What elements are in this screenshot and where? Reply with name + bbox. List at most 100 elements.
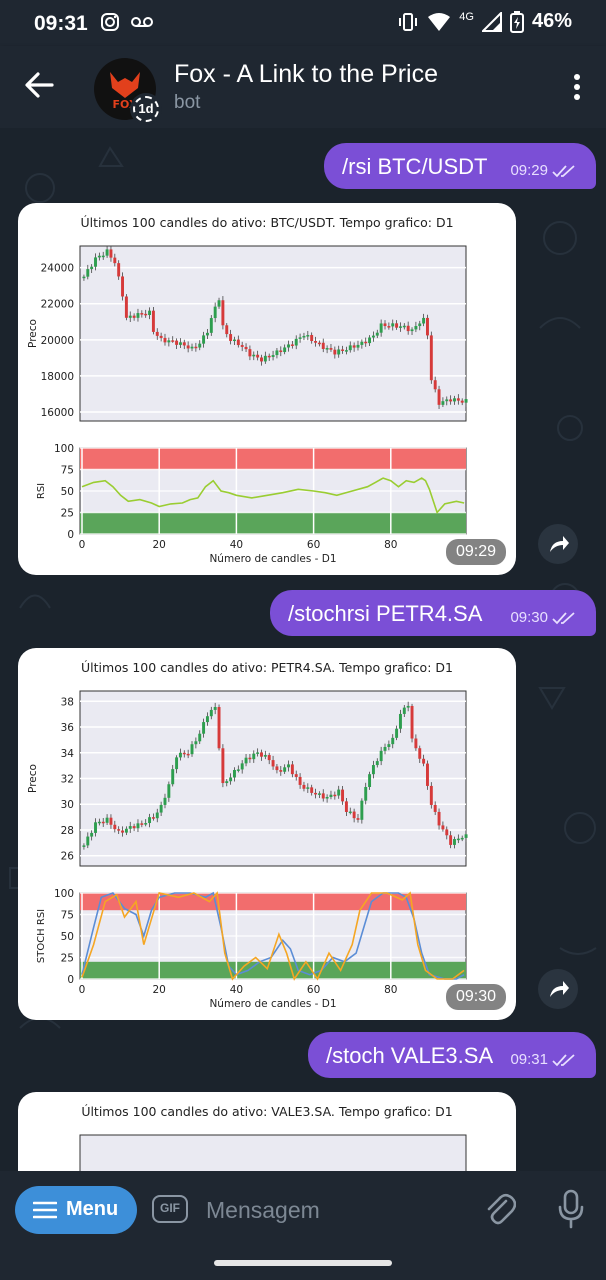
- candle-body: [209, 318, 213, 333]
- more-options-icon[interactable]: [574, 74, 580, 104]
- candle-body: [337, 349, 341, 355]
- candle-body: [136, 823, 140, 829]
- candle-body: [159, 804, 163, 813]
- x-tick-label: 40: [230, 539, 243, 551]
- candle-body: [260, 752, 263, 757]
- candle-body: [82, 845, 86, 847]
- back-arrow-icon[interactable]: [24, 72, 54, 98]
- indicator-line: [81, 477, 465, 515]
- candle-body: [97, 255, 101, 258]
- gif-button[interactable]: GIF: [152, 1195, 188, 1223]
- candle-body: [151, 817, 155, 819]
- candle-body: [395, 728, 399, 738]
- candle-body: [333, 349, 337, 355]
- message-composer: Menu GIF Mensagem: [0, 1171, 606, 1245]
- candle-body: [178, 342, 182, 345]
- candle-body: [317, 342, 321, 345]
- forward-button[interactable]: [538, 524, 578, 564]
- candle-body: [190, 744, 194, 755]
- wifi-icon: [428, 12, 451, 31]
- candle-body: [375, 332, 379, 336]
- image-time: 09:29: [445, 539, 506, 565]
- candle-body: [117, 263, 121, 277]
- y-tick-label: 0: [67, 529, 74, 541]
- indicator-axis-label: RSI: [36, 483, 47, 499]
- status-notification-icons: [100, 12, 154, 32]
- candle-body: [429, 335, 433, 381]
- home-gesture-bar[interactable]: [214, 1260, 392, 1266]
- microphone-icon[interactable]: [556, 1189, 586, 1229]
- candle-body: [414, 738, 418, 749]
- image-time: 09:30: [445, 984, 506, 1010]
- candle-body: [144, 313, 148, 316]
- x-axis-label: Número de candles - D1: [209, 998, 336, 1010]
- chat-title[interactable]: Fox - A Link to the Price: [174, 60, 439, 88]
- candle-body: [86, 836, 90, 846]
- candle-body: [383, 323, 387, 327]
- chat-area[interactable]: /rsi BTC/USDT 09:29 Últimos 100 candles …: [0, 128, 606, 1171]
- candle-body: [178, 752, 182, 758]
- candle-body: [148, 817, 152, 824]
- x-tick-label: 0: [79, 984, 86, 996]
- y-tick-label: 18000: [41, 371, 74, 383]
- candle-body: [90, 832, 94, 837]
- candle-body: [213, 306, 217, 319]
- candle-body: [167, 340, 171, 343]
- candle-body: [279, 350, 283, 353]
- candle-body: [225, 781, 229, 784]
- candle-body: [402, 707, 406, 714]
- candle-body: [194, 741, 198, 745]
- story-timer-badge: 1d: [130, 93, 162, 125]
- candle-body: [202, 335, 206, 344]
- y-tick-label: 75: [61, 465, 74, 477]
- outgoing-message[interactable]: /stochrsi PETR4.SA 09:30: [270, 590, 596, 636]
- message-input[interactable]: Mensagem: [206, 1197, 320, 1223]
- candle-body: [310, 335, 314, 342]
- candle-body: [163, 337, 167, 343]
- y-tick-label: 26: [61, 851, 75, 863]
- candle-body: [333, 794, 337, 797]
- candle-body: [205, 716, 209, 723]
- candle-body: [221, 748, 225, 784]
- candle-body: [287, 764, 290, 768]
- candle-body: [364, 787, 368, 801]
- attach-icon[interactable]: [484, 1191, 516, 1227]
- candle-body: [398, 326, 402, 328]
- candle-body: [213, 707, 217, 710]
- forward-button[interactable]: [538, 969, 578, 1009]
- chat-header: FOX 1d Fox - A Link to the Price bot: [0, 46, 606, 128]
- candle-body: [371, 335, 375, 338]
- bot-menu-button[interactable]: Menu: [15, 1186, 137, 1234]
- chart-title: Últimos 100 candles do ativo: BTC/USDT. …: [80, 215, 453, 230]
- candle-body: [167, 784, 171, 798]
- candle-body: [364, 341, 368, 344]
- candle-body: [418, 748, 422, 759]
- chart-vale3-stoch: Últimos 100 candles do ativo: VALE3.SA. …: [79, 1104, 467, 1171]
- chart-image-message[interactable]: Últimos 100 candles do ativo: BTC/USDT. …: [18, 203, 516, 575]
- outgoing-message[interactable]: /rsi BTC/USDT 09:29: [324, 143, 596, 189]
- outgoing-message[interactable]: /stoch VALE3.SA 09:31: [308, 1032, 596, 1078]
- battery-icon: [509, 10, 524, 33]
- chart-image-message[interactable]: Últimos 100 candles do ativo: VALE3.SA. …: [18, 1092, 516, 1171]
- candle-body: [460, 837, 464, 840]
- candle-body: [86, 269, 90, 277]
- y-tick-label: 50: [61, 486, 74, 498]
- candle-body: [344, 801, 348, 812]
- oversold-zone: [80, 512, 466, 534]
- y-tick-label: 0: [67, 974, 74, 986]
- candle-body: [410, 705, 414, 739]
- candle-body: [155, 331, 159, 336]
- candle-body: [101, 255, 105, 258]
- price-panel: [79, 1134, 467, 1171]
- candle-body: [275, 766, 279, 771]
- chart-image-message[interactable]: Últimos 100 candles do ativo: PETR4.SA. …: [18, 648, 516, 1020]
- message-meta: 09:31: [510, 1051, 576, 1068]
- status-time: 09:31: [34, 12, 88, 35]
- candle-body: [233, 339, 236, 342]
- candle-body: [460, 400, 464, 403]
- candle-body: [171, 340, 175, 342]
- candle-body: [402, 325, 406, 328]
- candle-body: [422, 317, 426, 324]
- x-tick-label: 60: [307, 984, 320, 996]
- candle-body: [426, 317, 429, 336]
